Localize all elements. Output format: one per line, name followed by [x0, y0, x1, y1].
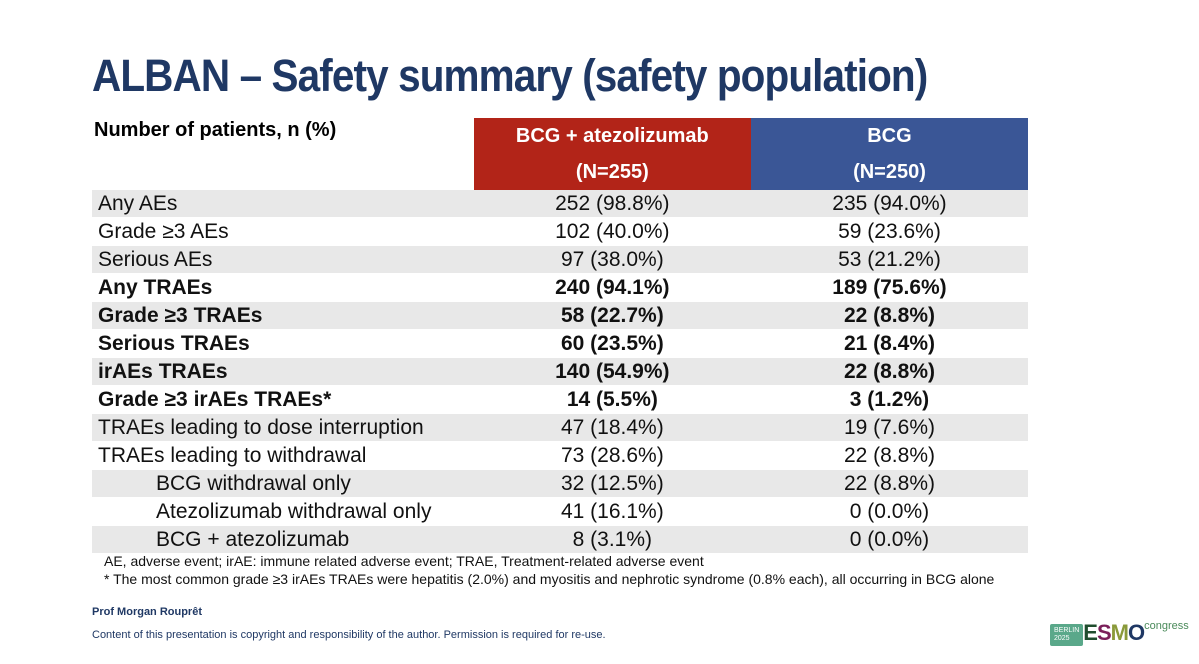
table-row: TRAEs leading to dose interruption 47 (18…: [92, 413, 1028, 442]
cell-bcg: 22 (8.8%): [750, 301, 1028, 330]
cell-atezolizumab: 252 (98.8%): [473, 190, 751, 218]
cell-atezolizumab: 32 (12.5%): [473, 469, 751, 498]
logo-suffix: congress: [1144, 620, 1189, 632]
footnote-asterisk: * The most common grade ≥3 irAEs TRAEs w…: [104, 571, 995, 587]
safety-table: Number of patients, n (%) BCG + atezoliz…: [92, 118, 1028, 554]
cell-atezolizumab: 240 (94.1%): [473, 273, 751, 302]
cell-atezolizumab: 47 (18.4%): [473, 413, 751, 442]
cell-bcg: 235 (94.0%): [750, 190, 1028, 218]
cell-bcg: 0 (0.0%): [750, 525, 1028, 554]
table-row: Grade ≥3 irAEs TRAEs* 14 (5.5%) 3 (1.2%): [92, 385, 1028, 414]
copyright-notice: Content of this presentation is copyrigh…: [92, 629, 606, 641]
cell-atezolizumab: 97 (38.0%): [473, 245, 751, 274]
header-col2-n: (N=250): [750, 154, 1028, 190]
logo-name: ESMO: [1083, 620, 1145, 645]
table-row: BCG + atezolizumab 8 (3.1%) 0 (0.0%): [92, 525, 1028, 554]
esmo-logo: BERLIN 2025 ESMO congress: [1050, 620, 1189, 646]
cell-atezolizumab: 60 (23.5%): [473, 329, 751, 358]
header-col2: BCG: [750, 118, 1028, 154]
header-col1-n: (N=255): [473, 154, 751, 190]
cell-bcg: 21 (8.4%): [750, 329, 1028, 358]
row-label: Atezolizumab withdrawal only: [92, 497, 474, 526]
cell-bcg: 19 (7.6%): [750, 413, 1028, 442]
row-label: BCG withdrawal only: [92, 469, 474, 498]
cell-atezolizumab: 8 (3.1%): [473, 525, 751, 554]
logo-city: BERLIN: [1054, 627, 1080, 634]
row-label: TRAEs leading to dose interruption: [92, 413, 474, 442]
table-row: Any TRAEs 240 (94.1%) 189 (75.6%): [92, 273, 1028, 302]
table-row: Any AEs 252 (98.8%) 235 (94.0%): [92, 190, 1028, 218]
cell-atezolizumab: 73 (28.6%): [473, 441, 751, 470]
table-row: Atezolizumab withdrawal only 41 (16.1%) 0 …: [92, 497, 1028, 526]
cell-atezolizumab: 41 (16.1%): [473, 497, 751, 526]
cell-bcg: 22 (8.8%): [750, 441, 1028, 470]
cell-bcg: 189 (75.6%): [750, 273, 1028, 302]
row-label: Grade ≥3 irAEs TRAEs*: [92, 385, 474, 414]
cell-bcg: 0 (0.0%): [750, 497, 1028, 526]
header-label: Number of patients, n (%): [92, 118, 474, 190]
row-label: Any AEs: [92, 190, 474, 218]
cell-atezolizumab: 14 (5.5%): [473, 385, 751, 414]
table-row: BCG withdrawal only 32 (12.5%) 22 (8.8%): [92, 469, 1028, 498]
row-label: irAEs TRAEs: [92, 357, 474, 386]
header-col1: BCG + atezolizumab: [473, 118, 751, 154]
author: Prof Morgan Rouprêt: [92, 606, 202, 618]
logo-year: 2025: [1054, 635, 1070, 642]
row-label: Any TRAEs: [92, 273, 474, 302]
cell-bcg: 22 (8.8%): [750, 469, 1028, 498]
cell-atezolizumab: 102 (40.0%): [473, 217, 751, 246]
cell-bcg: 22 (8.8%): [750, 357, 1028, 386]
slide-title: ALBAN – Safety summary (safety populatio…: [92, 50, 928, 101]
cell-atezolizumab: 140 (54.9%): [473, 357, 751, 386]
cell-bcg: 3 (1.2%): [750, 385, 1028, 414]
row-label: Grade ≥3 AEs: [92, 217, 474, 246]
row-label: Serious AEs: [92, 245, 474, 274]
table-row: Grade ≥3 AEs 102 (40.0%) 59 (23.6%): [92, 217, 1028, 246]
table-row: Serious AEs 97 (38.0%) 53 (21.2%): [92, 245, 1028, 274]
row-label: BCG + atezolizumab: [92, 525, 474, 554]
cell-bcg: 53 (21.2%): [750, 245, 1028, 274]
table-row: irAEs TRAEs 140 (54.9%) 22 (8.8%): [92, 357, 1028, 386]
footnote-abbreviations: AE, adverse event; irAE: immune related …: [104, 553, 704, 569]
row-label: Grade ≥3 TRAEs: [92, 301, 474, 330]
table-row: TRAEs leading to withdrawal 73 (28.6%) 22 …: [92, 441, 1028, 470]
row-label: TRAEs leading to withdrawal: [92, 441, 474, 470]
table-row: Grade ≥3 TRAEs 58 (22.7%) 22 (8.8%): [92, 301, 1028, 330]
row-label: Serious TRAEs: [92, 329, 474, 358]
cell-atezolizumab: 58 (22.7%): [473, 301, 751, 330]
cell-bcg: 59 (23.6%): [750, 217, 1028, 246]
table-row: Serious TRAEs 60 (23.5%) 21 (8.4%): [92, 329, 1028, 358]
